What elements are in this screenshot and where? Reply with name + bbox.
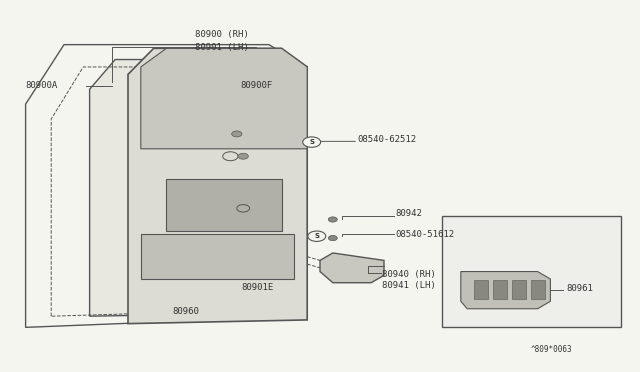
- Circle shape: [308, 231, 326, 241]
- Polygon shape: [90, 60, 301, 316]
- Bar: [512, 280, 526, 299]
- Circle shape: [328, 217, 337, 222]
- Text: S: S: [314, 233, 319, 239]
- Circle shape: [303, 137, 321, 147]
- Text: 80900 (RH): 80900 (RH): [195, 30, 249, 39]
- Polygon shape: [141, 234, 294, 279]
- Bar: [531, 280, 545, 299]
- Text: S: S: [309, 139, 314, 145]
- Text: ^809*0063: ^809*0063: [531, 345, 573, 354]
- Polygon shape: [141, 48, 307, 149]
- Text: 80900F: 80900F: [240, 81, 272, 90]
- Circle shape: [238, 153, 248, 159]
- Polygon shape: [320, 253, 384, 283]
- Circle shape: [232, 131, 242, 137]
- Text: 80961: 80961: [566, 284, 593, 293]
- Polygon shape: [166, 179, 282, 231]
- Polygon shape: [128, 48, 307, 324]
- Text: 80942: 80942: [395, 209, 422, 218]
- Circle shape: [328, 235, 337, 241]
- Text: 80901E: 80901E: [241, 283, 273, 292]
- Text: 08540-51612: 08540-51612: [395, 230, 454, 239]
- Bar: [493, 280, 507, 299]
- Text: 80960: 80960: [173, 307, 200, 316]
- Bar: [474, 280, 488, 299]
- Polygon shape: [461, 272, 550, 309]
- Text: 08540-62512: 08540-62512: [357, 135, 416, 144]
- Text: 80941 (LH): 80941 (LH): [382, 281, 436, 290]
- Text: 80900A: 80900A: [26, 81, 58, 90]
- Text: 80940 (RH): 80940 (RH): [382, 270, 436, 279]
- Bar: [442, 216, 621, 327]
- Text: 80901 (LH): 80901 (LH): [195, 43, 249, 52]
